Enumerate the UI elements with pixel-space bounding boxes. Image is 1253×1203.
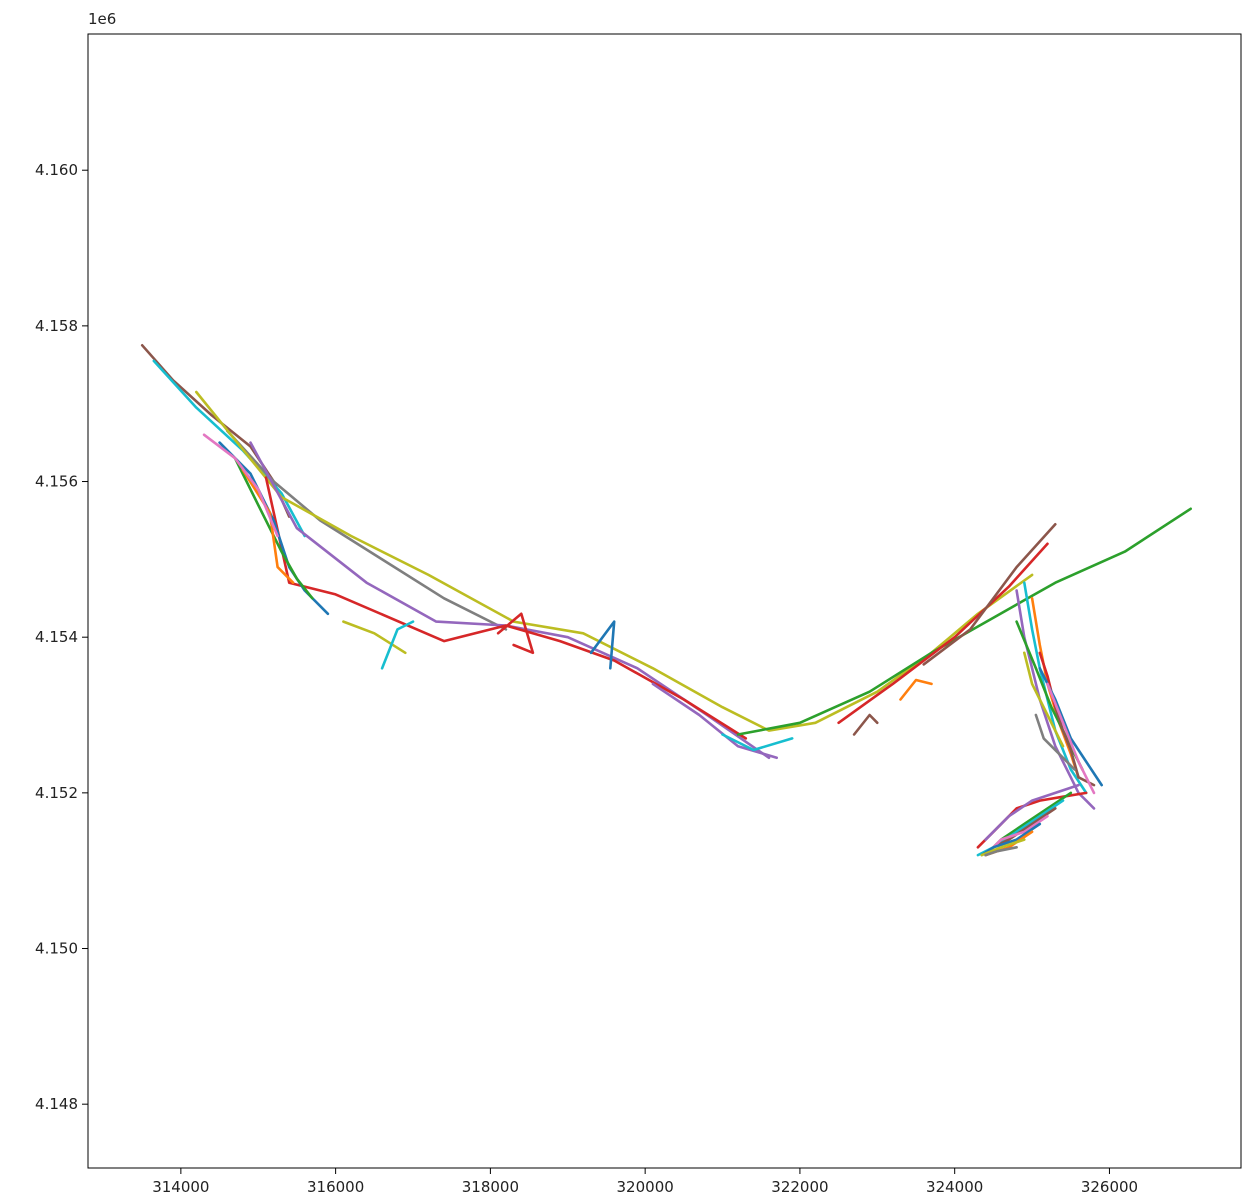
y-tick-label: 4.154: [35, 628, 78, 646]
x-tick-label: 314000: [152, 1178, 209, 1196]
series-line: [721, 733, 794, 752]
series-line: [837, 542, 1049, 725]
series-line: [1023, 651, 1065, 748]
series-line: [342, 620, 407, 655]
series-line: [980, 822, 1042, 857]
y-offset-label: 1e6: [88, 10, 116, 28]
x-tick-label: 324000: [926, 1178, 983, 1196]
series-layer: [140, 343, 1192, 857]
series-line: [589, 620, 616, 670]
y-tick-label: 4.148: [35, 1095, 78, 1113]
plot-background: [88, 34, 1241, 1168]
y-tick-label: 4.152: [35, 784, 78, 802]
x-tick-label: 326000: [1081, 1178, 1138, 1196]
series-line: [380, 620, 415, 670]
series-line: [1015, 589, 1096, 810]
series-line: [202, 433, 279, 538]
series-line: [984, 783, 1080, 841]
y-axis-ticks: 4.148 4.150 4.152 4.154 4.156 4.158 4.160: [35, 161, 88, 1113]
series-line: [233, 456, 314, 600]
series-line: [980, 838, 1026, 857]
series-line: [1054, 705, 1096, 787]
x-tick-label: 318000: [462, 1178, 519, 1196]
y-tick-label: 4.156: [35, 473, 78, 491]
series-line: [241, 468, 295, 585]
series-line: [1046, 682, 1096, 795]
x-tick-label: 322000: [771, 1178, 828, 1196]
series-line: [899, 678, 933, 701]
series-line: [651, 682, 779, 760]
series-line: [1034, 713, 1076, 771]
x-axis-ticks: 314000 316000 318000 320000 322000 324000 3260…: [152, 1168, 1138, 1196]
y-tick-label: 4.160: [35, 161, 78, 179]
x-tick-label: 316000: [307, 1178, 364, 1196]
series-line: [984, 845, 1018, 857]
axes-frame: [87, 33, 1242, 1169]
series-line: [922, 522, 1057, 666]
x-tick-label: 320000: [617, 1178, 674, 1196]
y-tick-label: 4.158: [35, 317, 78, 335]
series-line: [496, 612, 535, 655]
series-line: [852, 713, 879, 736]
y-tick-label: 4.150: [35, 940, 78, 958]
